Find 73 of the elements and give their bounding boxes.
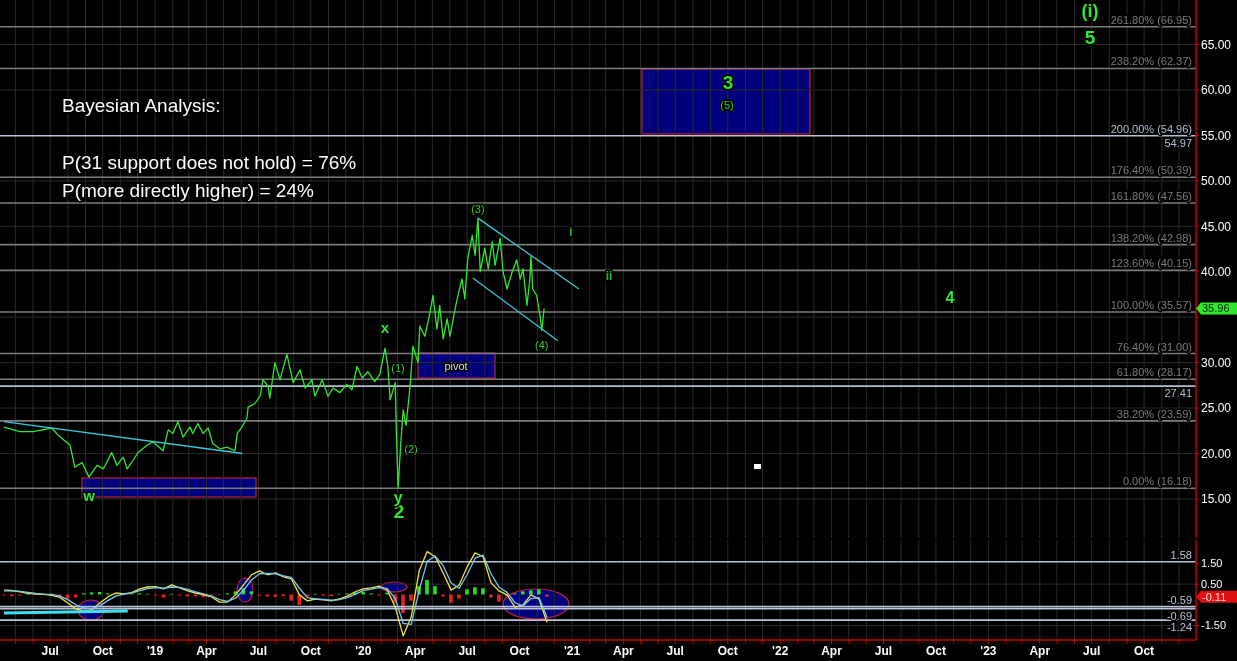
ref-line-label: -0.69 (1166, 609, 1192, 622)
ref-line-label: 76.40% (31.00) (1116, 340, 1192, 353)
x-tick-label: '22 (772, 643, 789, 658)
ref-line-label: 100.00% (35.57) (1110, 298, 1192, 311)
ref-line-label: 161.80% (47.56) (1110, 190, 1192, 203)
x-tick-label: Jul (249, 643, 268, 658)
y-tick-label: 65.00 (1201, 37, 1232, 52)
ref-line-label: 38.20% (23.59) (1116, 407, 1192, 420)
y-tick-label: -1.50 (1201, 619, 1227, 632)
x-tick-label: '23 (980, 643, 997, 658)
ref-line-label: 27.41 (1164, 387, 1192, 400)
ref-line-label: 138.20% (42.98) (1110, 231, 1192, 244)
y-tick-label: 1.50 (1201, 557, 1223, 570)
annotation: i (569, 225, 573, 239)
y-tick-label: 15.00 (1201, 492, 1232, 507)
x-tick-label: Jul (1082, 643, 1101, 658)
x-tick-label: Apr (821, 643, 843, 658)
x-tick-label: '19 (147, 643, 164, 658)
annotation: P(more directly higher) = 24% (62, 179, 314, 201)
ref-line-label: 200.00% (54.96) (1110, 122, 1192, 135)
ref-line-label: 238.20% (62.37) (1110, 55, 1192, 68)
x-tick-label: '21 (563, 643, 581, 658)
x-tick-label: Apr (196, 643, 218, 658)
x-tick-label: Apr (404, 643, 426, 658)
x-tick-label: Jul (874, 643, 893, 658)
y-tick-label: 25.00 (1201, 401, 1232, 416)
ref-line-label: -1.24 (1166, 621, 1192, 634)
annotation: pivot (444, 360, 468, 372)
x-tick-label: Oct (717, 643, 738, 658)
y-tick-label: 45.00 (1201, 219, 1232, 234)
annotation: y (393, 488, 403, 506)
x-tick-label: Oct (925, 643, 946, 658)
annotation: x (380, 318, 390, 336)
annotation: (3) (471, 203, 485, 216)
ref-line-label: 261.80% (66.95) (1110, 13, 1192, 26)
y-tick-label: 55.00 (1201, 128, 1232, 143)
x-tick-label: Apr (1029, 643, 1051, 658)
x-tick-label: Oct (300, 643, 321, 658)
text: 35.96 (1202, 302, 1230, 315)
annotation: (4) (535, 338, 549, 351)
ref-line-label: 0.00% (16.18) (1122, 475, 1192, 488)
ref-line-label: 61.80% (28.17) (1116, 366, 1192, 379)
text: -0.11 (1202, 590, 1227, 603)
ref-line-label: 1.58 (1170, 548, 1192, 561)
annotation: 4 (945, 288, 955, 306)
x-tick-label: Jul (666, 643, 684, 658)
y-tick-label: 0.50 (1201, 578, 1223, 590)
y-tick-label: 50.00 (1201, 174, 1232, 189)
x-tick-label: Jul (41, 643, 59, 658)
y-tick-label: 40.00 (1201, 264, 1232, 279)
x-tick-label: Jul (458, 643, 476, 658)
ref-line-label: 176.40% (50.39) (1110, 164, 1192, 177)
x-tick-label: Oct (92, 643, 113, 658)
x-tick-label: Oct (1134, 643, 1155, 658)
annotation: (i) (1081, 1, 1099, 21)
ref-line-label: -0.59 (1166, 593, 1192, 606)
annotation: 54.97 (1164, 137, 1192, 149)
annotation: ii (605, 269, 613, 283)
annotation: (1) (391, 362, 405, 374)
annotation: (2) (404, 443, 418, 455)
x-tick-label: Oct (509, 643, 530, 658)
annotation: P(31 support does not hold) = 76% (62, 151, 357, 173)
y-tick-label: 30.00 (1201, 355, 1232, 370)
y-tick-label: 60.00 (1201, 83, 1232, 98)
annotation: (5) (720, 99, 734, 111)
ref-line-label: 123.60% (40.15) (1110, 257, 1192, 270)
y-tick-label: 20.00 (1201, 446, 1232, 461)
x-tick-label: Apr (613, 643, 635, 658)
annotation: 5 (1084, 26, 1096, 48)
x-tick-label: '20 (355, 643, 372, 658)
annotation: Bayesian Analysis: (62, 94, 221, 116)
annotation: 3 (722, 71, 734, 93)
annotation: w (82, 486, 96, 504)
